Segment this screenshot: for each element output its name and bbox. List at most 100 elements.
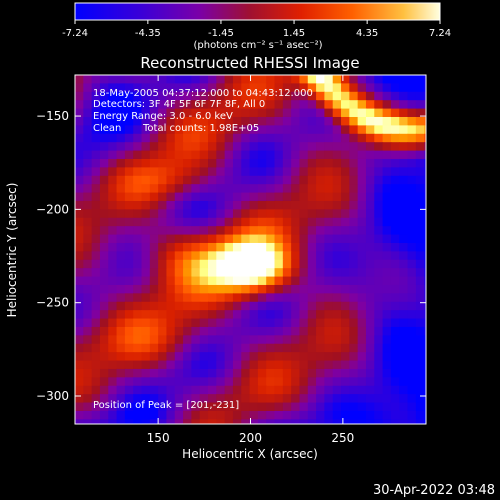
heatmap-cell <box>299 217 309 227</box>
heatmap-cell <box>299 276 309 286</box>
heatmap-cell <box>332 276 342 286</box>
heatmap-cell <box>357 326 367 336</box>
heatmap-cell <box>91 125 101 135</box>
heatmap-cell <box>241 377 251 387</box>
heatmap-cell <box>299 368 309 378</box>
heatmap-cell <box>116 75 126 84</box>
heatmap-cell <box>216 301 226 311</box>
heatmap-cell <box>174 293 184 303</box>
heatmap-cell <box>274 301 284 311</box>
heatmap-cell <box>282 343 292 353</box>
heatmap-cell <box>224 158 234 168</box>
heatmap-cell <box>208 301 217 311</box>
heatmap-cell <box>307 377 317 387</box>
heatmap-cell <box>199 133 209 143</box>
heatmap-cell <box>374 310 384 320</box>
heatmap-cell <box>407 410 417 420</box>
heatmap-cell <box>83 133 93 143</box>
heatmap-cell <box>349 402 359 412</box>
heatmap-cell <box>116 368 126 378</box>
heatmap-cell <box>249 318 259 328</box>
heatmap-cell <box>332 377 342 387</box>
heatmap-cell <box>174 217 184 227</box>
heatmap-cell <box>415 167 425 177</box>
heatmap-cell <box>341 268 350 278</box>
heatmap-cell <box>249 368 259 378</box>
heatmap-cell <box>249 234 259 244</box>
heatmap-cell <box>174 116 184 126</box>
heatmap-cell <box>324 385 334 395</box>
heatmap-cell <box>399 293 409 303</box>
heatmap-cell <box>249 116 259 126</box>
heatmap-cell <box>341 385 350 395</box>
heatmap-cell <box>390 209 400 219</box>
heatmap-cell <box>208 326 217 336</box>
heatmap-cell <box>141 402 151 412</box>
heatmap-cell <box>424 368 426 378</box>
heatmap-cell <box>374 200 384 210</box>
heatmap-cell <box>257 251 267 261</box>
heatmap-cell <box>208 75 217 84</box>
heatmap-cell <box>357 116 367 126</box>
heatmap-cell <box>249 410 259 420</box>
heatmap-cell <box>232 284 242 294</box>
heatmap-cell <box>307 116 317 126</box>
heatmap-cell <box>415 242 425 252</box>
heatmap-cell <box>141 142 151 152</box>
heatmap-cell <box>108 226 118 236</box>
heatmap-cell <box>374 419 384 424</box>
heatmap-cell <box>299 75 309 84</box>
heatmap-cell <box>208 167 217 177</box>
heatmap-cell <box>316 410 325 420</box>
heatmap-cell <box>390 200 400 210</box>
heatmap-cell <box>108 100 118 110</box>
heatmap-cell <box>316 116 325 126</box>
heatmap-cell <box>424 184 426 194</box>
heatmap-cell <box>108 75 118 84</box>
heatmap-cell <box>341 83 350 93</box>
heatmap-cell <box>124 284 134 294</box>
heatmap-cell <box>116 251 126 261</box>
heatmap-cell <box>390 100 400 110</box>
heatmap-cell <box>382 259 392 269</box>
heatmap-cell <box>307 158 317 168</box>
heatmap-cell <box>341 360 350 370</box>
heatmap-cell <box>83 268 93 278</box>
heatmap-cell <box>158 276 168 286</box>
heatmap-cell <box>349 91 359 101</box>
heatmap-cell <box>407 234 417 244</box>
heatmap-cell <box>365 91 375 101</box>
heatmap-cell <box>158 259 168 269</box>
heatmap-cell <box>149 352 159 362</box>
heatmap-cell <box>232 108 242 118</box>
heatmap-cell <box>249 91 259 101</box>
heatmap-cell <box>183 352 192 362</box>
heatmap-cell <box>216 385 226 395</box>
heatmap-cell <box>424 125 426 135</box>
heatmap-cell <box>316 184 325 194</box>
heatmap-cell <box>149 200 159 210</box>
heatmap-cell <box>232 310 242 320</box>
heatmap-cell <box>191 251 201 261</box>
heatmap-cell <box>415 310 425 320</box>
heatmap-cell <box>274 209 284 219</box>
heatmap-cell <box>382 209 392 219</box>
heatmap-cell <box>332 75 342 84</box>
heatmap-cell <box>349 276 359 286</box>
heatmap-cell <box>357 142 367 152</box>
heatmap-cell <box>91 310 101 320</box>
heatmap-cell <box>407 242 417 252</box>
heatmap-cell <box>349 116 359 126</box>
heatmap-cell <box>124 91 134 101</box>
heatmap-cell <box>191 268 201 278</box>
heatmap-cell <box>266 100 276 110</box>
heatmap-cell <box>183 125 192 135</box>
heatmap-cell <box>249 75 259 84</box>
heatmap-cell <box>116 394 126 404</box>
heatmap-cell <box>191 192 201 202</box>
peak-position-label: Position of Peak = [201,-231] <box>93 400 239 411</box>
heatmap-cell <box>282 226 292 236</box>
heatmap-cell <box>116 402 126 412</box>
heatmap-cell <box>199 91 209 101</box>
heatmap-cell <box>332 226 342 236</box>
